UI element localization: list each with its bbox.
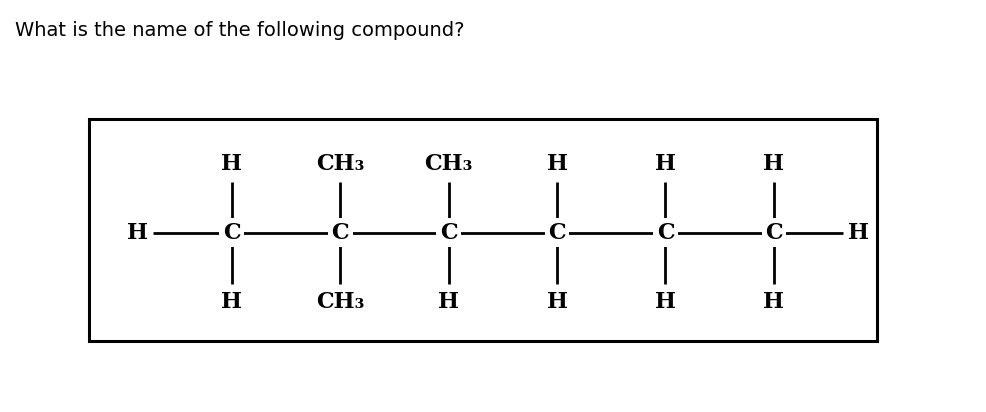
Text: H: H — [763, 291, 785, 313]
Text: C: C — [548, 222, 566, 244]
Text: H: H — [763, 152, 785, 175]
Text: H: H — [127, 222, 148, 244]
Text: H: H — [546, 291, 568, 313]
Text: H: H — [221, 152, 243, 175]
Text: C: C — [765, 222, 783, 244]
Text: C: C — [440, 222, 458, 244]
Text: H: H — [655, 152, 676, 175]
Text: CH₃: CH₃ — [317, 152, 365, 175]
Text: C: C — [657, 222, 674, 244]
Text: H: H — [546, 152, 568, 175]
Text: CH₃: CH₃ — [424, 152, 473, 175]
Text: C: C — [223, 222, 241, 244]
Text: H: H — [221, 291, 243, 313]
Text: C: C — [331, 222, 349, 244]
Text: What is the name of the following compound?: What is the name of the following compou… — [15, 21, 464, 40]
Text: H: H — [438, 291, 459, 313]
Text: CH₃: CH₃ — [317, 291, 365, 313]
Text: H: H — [848, 222, 869, 244]
Text: H: H — [655, 291, 676, 313]
